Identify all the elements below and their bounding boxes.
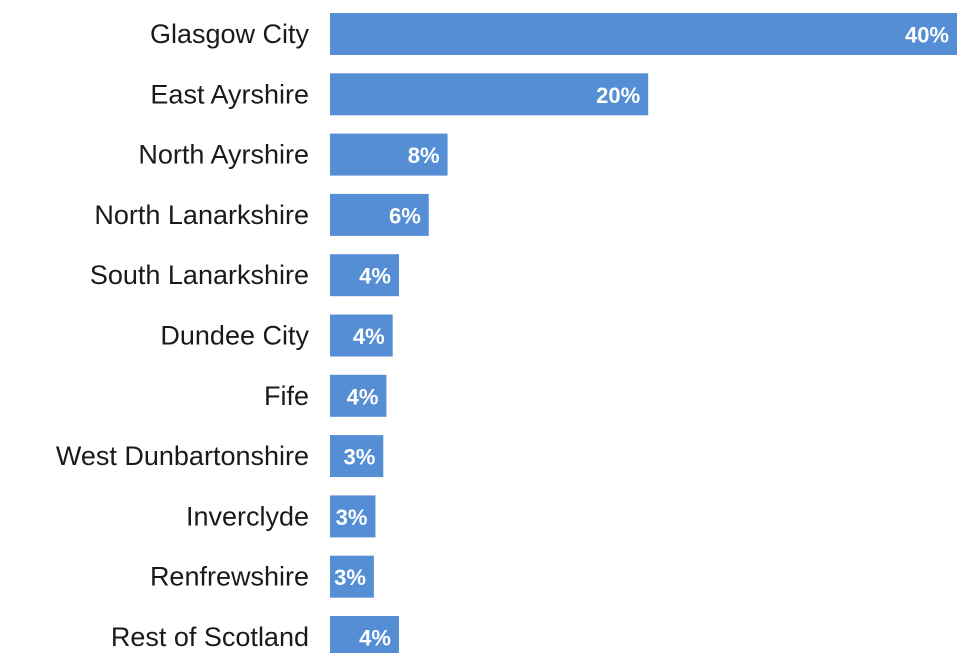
category-label: Inverclyde [186,501,309,531]
value-label: 4% [359,626,391,651]
bar [330,73,649,116]
value-label: 3% [343,445,375,470]
value-label: 20% [596,83,640,108]
category-label: South Lanarkshire [90,260,309,290]
bar [330,374,387,417]
value-label: 8% [408,143,440,168]
bar [330,13,957,55]
bar [330,254,399,297]
value-label: 4% [353,324,385,349]
bar [330,133,448,176]
category-label: Fife [264,381,309,411]
value-label: 4% [347,384,379,409]
category-label: Rest of Scotland [111,622,309,652]
category-label: West Dunbartonshire [56,441,309,471]
value-label: 3% [334,565,366,590]
bar [330,555,374,598]
value-label: 3% [336,505,368,530]
bar [330,616,399,653]
bar [330,495,376,538]
category-label: Renfrewshire [150,562,309,592]
category-label: North Ayrshire [138,140,309,170]
bar [330,435,384,478]
bar [330,193,429,236]
bar [330,314,393,357]
category-label: Glasgow City [150,19,310,49]
category-label: Dundee City [160,321,309,351]
value-label: 6% [389,203,421,228]
value-label: 4% [359,264,391,289]
category-label: East Ayrshire [150,79,309,109]
category-label: North Lanarkshire [94,200,309,230]
value-label: 40% [905,23,949,48]
